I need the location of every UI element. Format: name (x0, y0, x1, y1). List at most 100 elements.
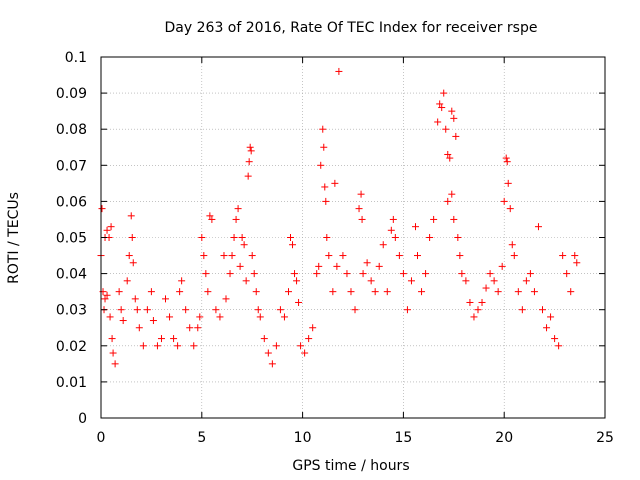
data-point (494, 288, 502, 296)
data-point (226, 270, 234, 278)
data-point (462, 277, 470, 285)
x-tick-label: 5 (197, 430, 206, 446)
data-point (458, 270, 466, 278)
data-point (355, 205, 363, 213)
x-tick-label: 0 (97, 430, 106, 446)
data-point (202, 270, 210, 278)
data-point (232, 215, 240, 223)
data-point (305, 335, 313, 343)
data-point (256, 313, 264, 321)
data-point (125, 252, 133, 260)
data-point (131, 295, 139, 303)
data-point (230, 234, 238, 241)
y-tick-label: 0.01 (56, 375, 87, 391)
data-point (452, 132, 460, 140)
y-tick-label: 0.05 (56, 231, 87, 247)
data-point (111, 360, 119, 368)
data-point (170, 335, 178, 343)
data-point (430, 215, 438, 223)
data-point (503, 158, 511, 166)
data-point (367, 277, 375, 285)
y-tick-label: 0 (78, 411, 87, 427)
data-point (474, 306, 482, 314)
data-point (510, 252, 518, 260)
data-point (539, 306, 547, 314)
data-point (246, 143, 254, 151)
data-point (260, 335, 268, 343)
data-point (250, 270, 258, 278)
data-point (526, 270, 534, 278)
y-tick-label: 0.04 (56, 267, 87, 283)
data-point (128, 234, 136, 241)
data-point (383, 288, 391, 296)
data-point (333, 262, 341, 270)
data-point (339, 252, 347, 260)
data-point (482, 284, 490, 292)
data-point (323, 234, 331, 241)
y-tick-label: 0.09 (56, 86, 87, 102)
data-point (466, 298, 474, 306)
data-point (450, 114, 458, 122)
data-point (506, 205, 514, 213)
data-point (395, 252, 403, 260)
data-point (206, 212, 214, 220)
data-point (109, 349, 117, 357)
data-point (375, 262, 383, 270)
data-point (103, 226, 111, 234)
data-point (434, 118, 442, 126)
data-point (448, 107, 456, 115)
data-point (234, 205, 242, 213)
data-point (567, 288, 575, 296)
data-point (133, 306, 141, 314)
data-point (295, 298, 303, 306)
data-point (129, 259, 137, 267)
data-point (436, 100, 444, 108)
data-point (414, 252, 422, 260)
data-point (291, 270, 299, 278)
data-point (162, 295, 170, 303)
y-tick-label: 0.02 (56, 339, 87, 355)
data-point (220, 252, 228, 260)
data-point (444, 150, 452, 158)
data-point (530, 288, 538, 296)
data-point (103, 291, 111, 299)
data-point (182, 306, 190, 314)
tick-labels: 0 0.01 0.02 0.03 0.04 0.05 0.06 0.07 0.08 0.09 0.1… (56, 50, 614, 446)
data-point (254, 306, 262, 314)
data-point (518, 306, 526, 314)
y-tick-label: 0.07 (56, 158, 87, 174)
data-point (573, 259, 581, 267)
data-point (325, 252, 333, 260)
data-point (399, 270, 407, 278)
data-point (470, 313, 478, 321)
data-point (446, 154, 454, 162)
data-point (391, 234, 399, 241)
data-point (276, 306, 284, 314)
data-point (264, 349, 272, 357)
data-point (157, 335, 165, 343)
data-point (204, 288, 212, 296)
data-point (313, 270, 321, 278)
x-tick-label: 15 (394, 430, 412, 446)
data-point (178, 277, 186, 285)
data-point (208, 215, 216, 223)
data-point (115, 288, 123, 296)
data-point (315, 262, 323, 270)
data-point (514, 288, 522, 296)
data-point (238, 234, 246, 241)
data-point (268, 360, 276, 368)
data-point (450, 215, 458, 223)
data-point (438, 104, 446, 112)
data-point (322, 197, 330, 205)
data-point (329, 288, 337, 296)
data-point (534, 223, 542, 231)
data-point (194, 324, 202, 332)
data-point (440, 89, 448, 97)
data-point (363, 259, 371, 267)
data-point (571, 252, 579, 260)
data-point (331, 179, 339, 187)
data-point (411, 223, 419, 231)
data-point (502, 154, 510, 162)
data-point (387, 226, 395, 234)
data-point (186, 324, 194, 332)
